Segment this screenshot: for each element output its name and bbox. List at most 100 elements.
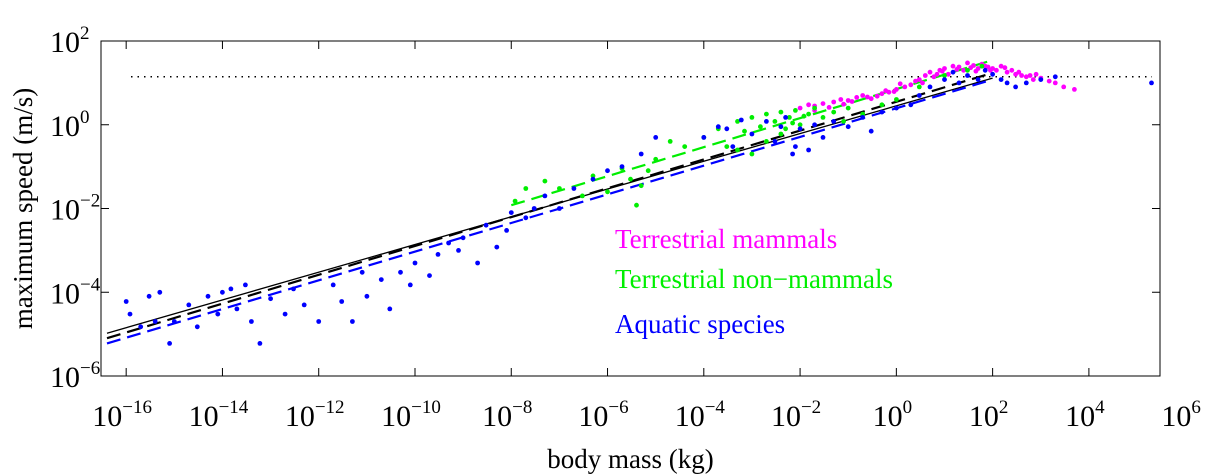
x-tick-label: 106: [1161, 397, 1201, 433]
data-point-terrestrial-mammals: [1033, 71, 1039, 77]
data-point-aquatic-species: [215, 311, 221, 317]
data-point-aquatic-species: [171, 319, 177, 324]
data-point-terrestrial-non-mammals: [628, 176, 633, 182]
x-tick-labels: 10−16 10−14 10−12 10−10 10−8 10−6 10−4 10−2 100 1…: [92, 397, 1201, 433]
data-point-terrestrial-non-mammals: [764, 139, 769, 144]
x-tick-label: 10−2: [771, 397, 821, 433]
data-point-terrestrial-mammals: [1061, 84, 1067, 90]
data-point-aquatic-species: [350, 319, 355, 324]
x-tick-label: 10−8: [482, 397, 532, 433]
data-point-aquatic-species: [942, 77, 947, 82]
data-point-terrestrial-non-mammals: [790, 120, 795, 126]
data-point-aquatic-species: [764, 119, 769, 124]
data-point-aquatic-species: [460, 235, 466, 241]
x-tick-label: 10−10: [381, 397, 441, 433]
data-point-aquatic-species: [194, 324, 200, 330]
data-point-aquatic-species: [916, 93, 922, 98]
data-point-terrestrial-non-mammals: [735, 119, 740, 124]
data-point-terrestrial-mammals: [954, 67, 960, 72]
data-point-terrestrial-non-mammals: [783, 126, 788, 132]
data-point-terrestrial-non-mammals: [778, 131, 784, 137]
data-point-aquatic-species: [605, 168, 610, 174]
data-point-terrestrial-non-mammals: [749, 115, 755, 120]
data-point-terrestrial-mammals: [1002, 65, 1008, 71]
x-tick-label: 10−14: [189, 397, 249, 433]
data-point-terrestrial-non-mammals: [742, 128, 747, 134]
data-point-aquatic-species: [494, 244, 500, 250]
data-point-aquatic-species: [975, 77, 981, 82]
data-point-aquatic-species: [446, 240, 451, 246]
data-point-terrestrial-mammals: [939, 68, 945, 74]
data-point-terrestrial-mammals: [860, 93, 866, 98]
data-point-aquatic-species: [456, 248, 461, 253]
data-point-aquatic-species: [965, 73, 970, 78]
data-point-terrestrial-non-mammals: [634, 202, 639, 208]
data-point-aquatic-species: [220, 289, 225, 295]
data-point-aquatic-species: [205, 293, 211, 299]
data-point-terrestrial-mammals: [994, 67, 999, 73]
data-point-terrestrial-non-mammals: [605, 189, 610, 195]
data-point-terrestrial-mammals: [985, 64, 991, 70]
data-point-aquatic-species: [1038, 77, 1044, 82]
data-point-aquatic-species: [504, 228, 509, 233]
data-point-aquatic-species: [571, 186, 577, 191]
data-point-aquatic-species: [1023, 80, 1029, 86]
data-point-terrestrial-non-mammals: [764, 111, 769, 117]
data-point-terrestrial-non-mammals: [860, 111, 866, 117]
data-point-aquatic-species: [927, 84, 933, 90]
data-point-aquatic-species: [778, 124, 784, 130]
data-point-aquatic-species: [724, 126, 730, 132]
y-tick-label: 10−6: [50, 358, 100, 394]
x-tick-label: 10−12: [285, 397, 345, 433]
data-point-terrestrial-non-mammals: [758, 124, 763, 130]
data-point-aquatic-species: [475, 260, 480, 266]
data-point-terrestrial-mammals: [849, 99, 855, 104]
data-point-aquatic-species: [359, 269, 365, 275]
data-point-terrestrial-mammals: [1023, 74, 1029, 80]
data-point-terrestrial-mammals: [1016, 69, 1022, 75]
data-point-aquatic-species: [330, 282, 336, 288]
data-point-aquatic-species: [268, 296, 273, 302]
data-point-terrestrial-mammals: [1009, 67, 1015, 73]
data-point-terrestrial-non-mammals: [845, 105, 851, 111]
data-point-aquatic-species: [412, 260, 418, 266]
data-point-terrestrial-mammals: [1027, 73, 1033, 78]
data-point-terrestrial-mammals: [973, 68, 979, 74]
data-point-terrestrial-non-mammals: [806, 111, 811, 117]
data-point-aquatic-species: [715, 124, 721, 130]
data-point-aquatic-species: [364, 293, 370, 299]
data-point-aquatic-species: [772, 139, 778, 144]
data-point-terrestrial-mammals: [1072, 87, 1077, 92]
data-point-aquatic-species: [749, 131, 755, 137]
data-point-terrestrial-mammals: [883, 88, 889, 94]
data-point-aquatic-species: [146, 293, 152, 299]
data-point-aquatic-species: [508, 210, 514, 216]
data-point-terrestrial-mammals: [922, 73, 928, 78]
data-point-aquatic-species: [1052, 74, 1058, 80]
data-point-terrestrial-non-mammals: [942, 73, 947, 78]
data-point-aquatic-species: [123, 299, 129, 304]
legend-entry-terrestrial-non-mammals: Terrestrial non−mammals: [615, 264, 893, 294]
data-point-terrestrial-mammals: [913, 78, 918, 84]
data-point-aquatic-species: [483, 222, 489, 228]
data-point-terrestrial-mammals: [854, 95, 860, 100]
data-point-aquatic-species: [243, 282, 248, 288]
data-point-aquatic-species: [542, 193, 548, 199]
data-point-terrestrial-mammals: [998, 63, 1004, 69]
data-point-aquatic-species: [257, 341, 263, 346]
y-axis-label: maximum speed (m/s): [8, 88, 38, 329]
data-point-aquatic-species: [234, 306, 240, 312]
data-point-aquatic-species: [879, 109, 885, 115]
fit-line-2: [106, 78, 993, 345]
data-point-terrestrial-mammals: [865, 94, 870, 100]
data-point-terrestrial-mammals: [879, 91, 885, 97]
fit-line-1: [106, 73, 989, 340]
data-point-aquatic-species: [956, 80, 962, 86]
data-point-terrestrial-mammals: [820, 101, 826, 106]
data-point-terrestrial-non-mammals: [916, 84, 922, 90]
data-point-aquatic-species: [619, 164, 625, 170]
data-point-terrestrial-mammals: [965, 60, 970, 66]
data-point-aquatic-species: [167, 341, 173, 346]
data-point-aquatic-species: [820, 135, 826, 140]
data-point-terrestrial-mammals: [831, 99, 837, 105]
